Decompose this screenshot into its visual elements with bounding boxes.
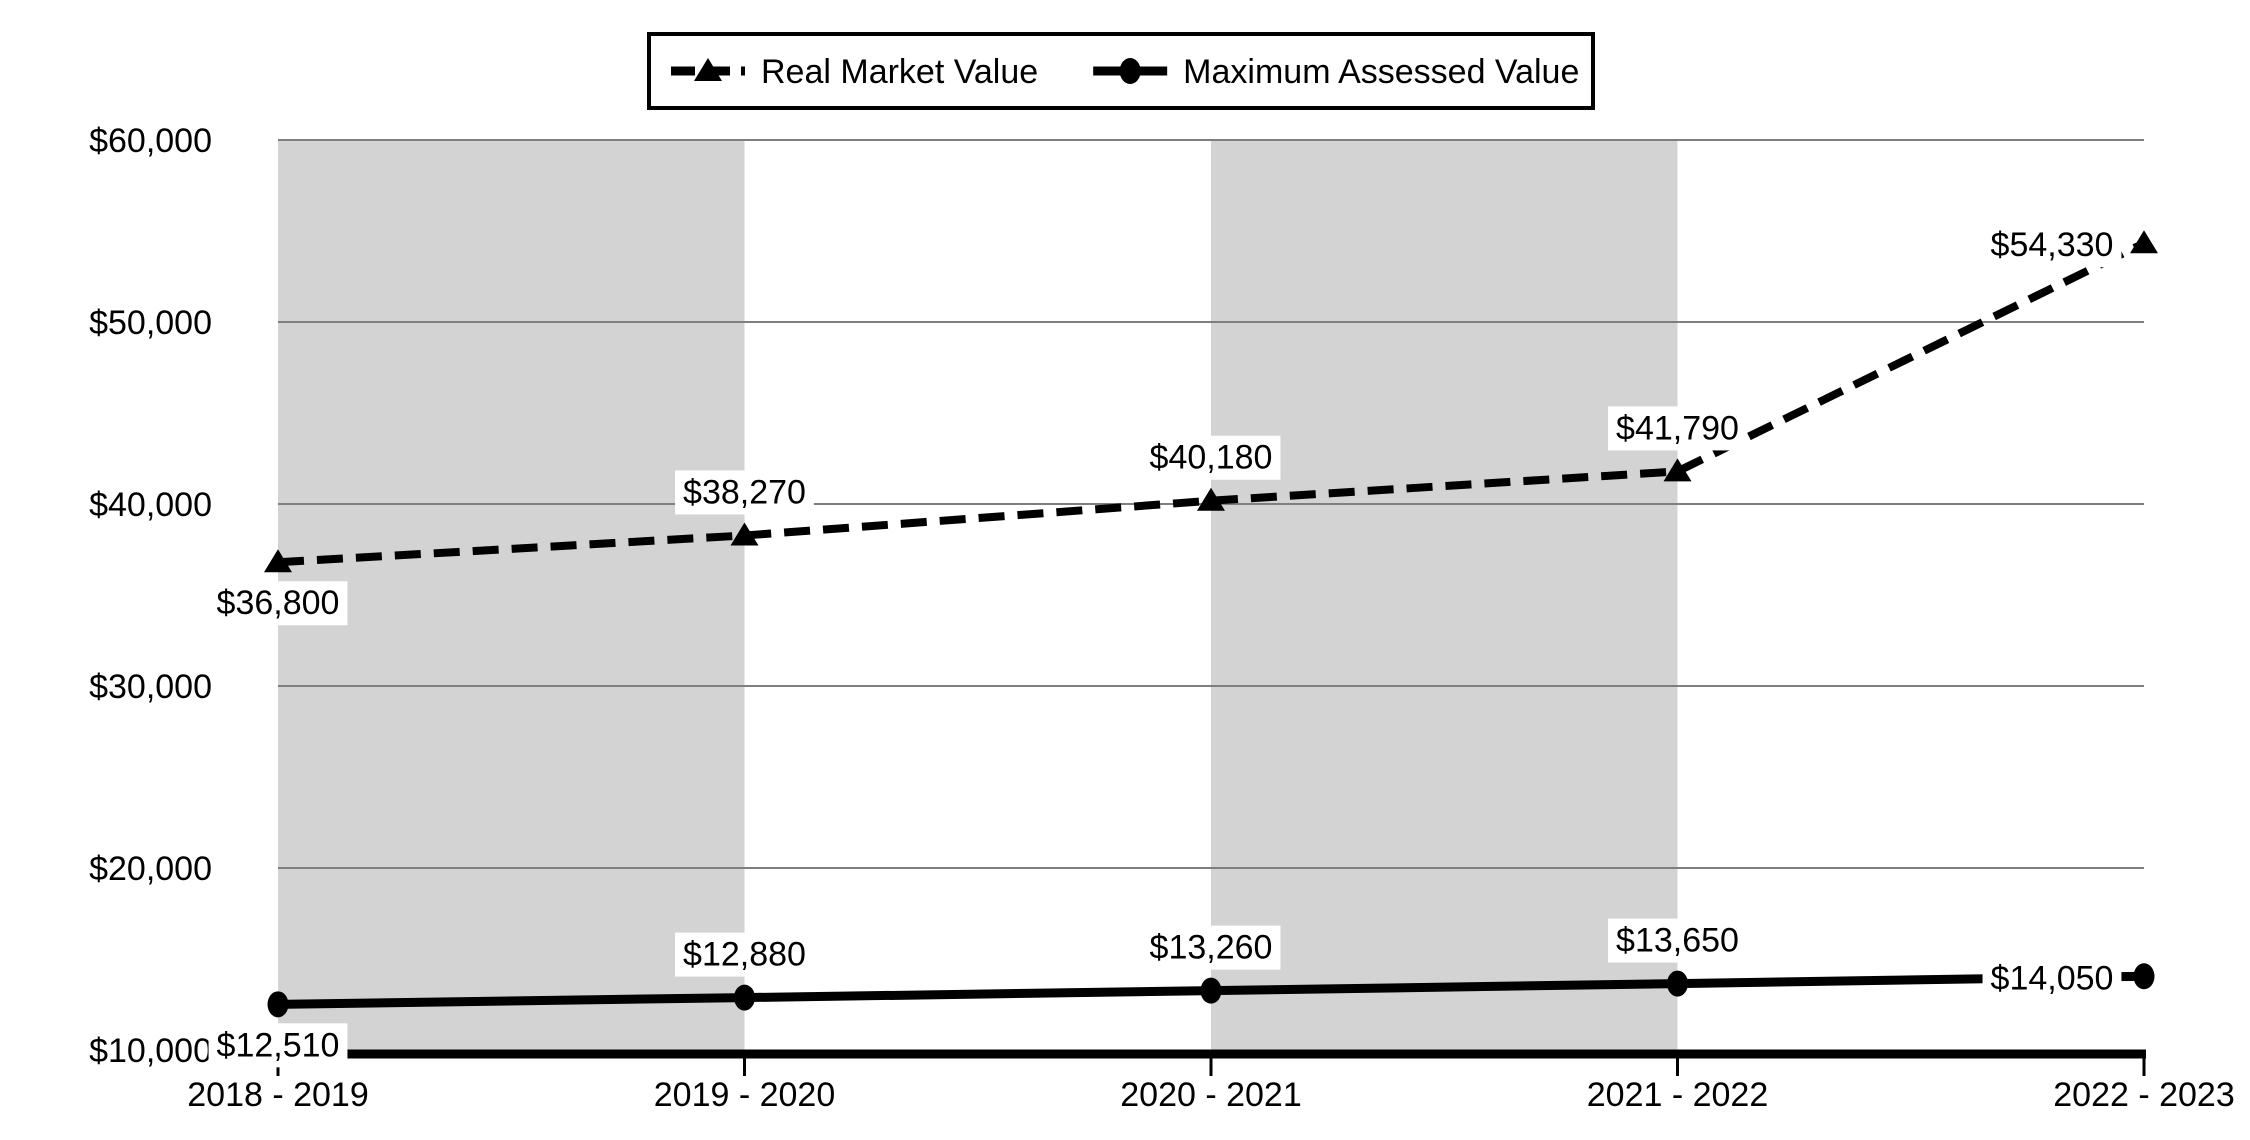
data-label-background xyxy=(1141,925,1281,970)
circle-marker xyxy=(267,991,289,1018)
data-label: $38,270 xyxy=(683,473,806,511)
y-axis-tick-label: $20,000 xyxy=(89,850,212,888)
data-label-background xyxy=(1141,435,1281,480)
triangle-marker xyxy=(264,549,292,573)
x-axis-tick-label: 2019 - 2020 xyxy=(654,1076,836,1114)
circle-marker xyxy=(1667,970,1688,997)
y-axis-tick-label: $40,000 xyxy=(89,486,212,524)
y-axis-tick-label: $50,000 xyxy=(89,304,212,342)
data-label: $12,880 xyxy=(683,936,806,974)
data-label-background xyxy=(1982,223,2122,268)
data-label: $41,790 xyxy=(1616,409,1739,447)
circle-marker xyxy=(734,984,755,1011)
data-label: $13,650 xyxy=(1616,922,1739,960)
y-axis-tick-label: $30,000 xyxy=(89,668,212,706)
x-axis-tick-label: 2022 - 2023 xyxy=(2053,1076,2235,1114)
legend-item-label: Real Market Value xyxy=(761,53,1038,91)
data-label: $54,330 xyxy=(1991,226,2114,264)
plot-band xyxy=(278,140,745,1056)
data-label-background xyxy=(675,470,814,515)
triangle-marker xyxy=(1663,458,1692,482)
data-label: $12,510 xyxy=(217,1026,340,1064)
y-axis-tick-label: $60,000 xyxy=(89,122,212,160)
data-label: $14,050 xyxy=(1991,959,2114,997)
triangle-marker xyxy=(730,522,759,546)
plot-band xyxy=(1211,140,1678,1056)
data-label: $36,800 xyxy=(217,584,340,622)
series-line-real-market-value xyxy=(277,239,2146,567)
x-axis-tick-label: 2020 - 2021 xyxy=(1120,1076,1302,1114)
x-axis-tick-label: 2021 - 2022 xyxy=(1587,1076,1769,1114)
data-label-background xyxy=(208,1023,348,1068)
legend-triangle-marker-icon xyxy=(694,58,722,81)
legend-item-label: Maximum Assessed Value xyxy=(1183,53,1579,91)
legend-circle-marker-icon xyxy=(1119,58,1141,84)
x-axis-tick-label: 2018 - 2019 xyxy=(187,1076,369,1114)
data-label-background xyxy=(1608,918,1747,963)
data-label-background xyxy=(1608,406,1747,451)
triangle-marker xyxy=(1197,487,1225,511)
data-label-background xyxy=(675,932,814,977)
circle-marker xyxy=(2133,963,2155,990)
data-label-background xyxy=(208,581,348,626)
data-label: $13,260 xyxy=(1150,929,1273,967)
data-label: $40,180 xyxy=(1150,439,1273,477)
data-label-background xyxy=(1982,956,2122,1001)
circle-marker xyxy=(1200,977,1222,1004)
triangle-marker xyxy=(2130,230,2158,254)
y-axis-tick-label: $10,000 xyxy=(89,1032,212,1070)
